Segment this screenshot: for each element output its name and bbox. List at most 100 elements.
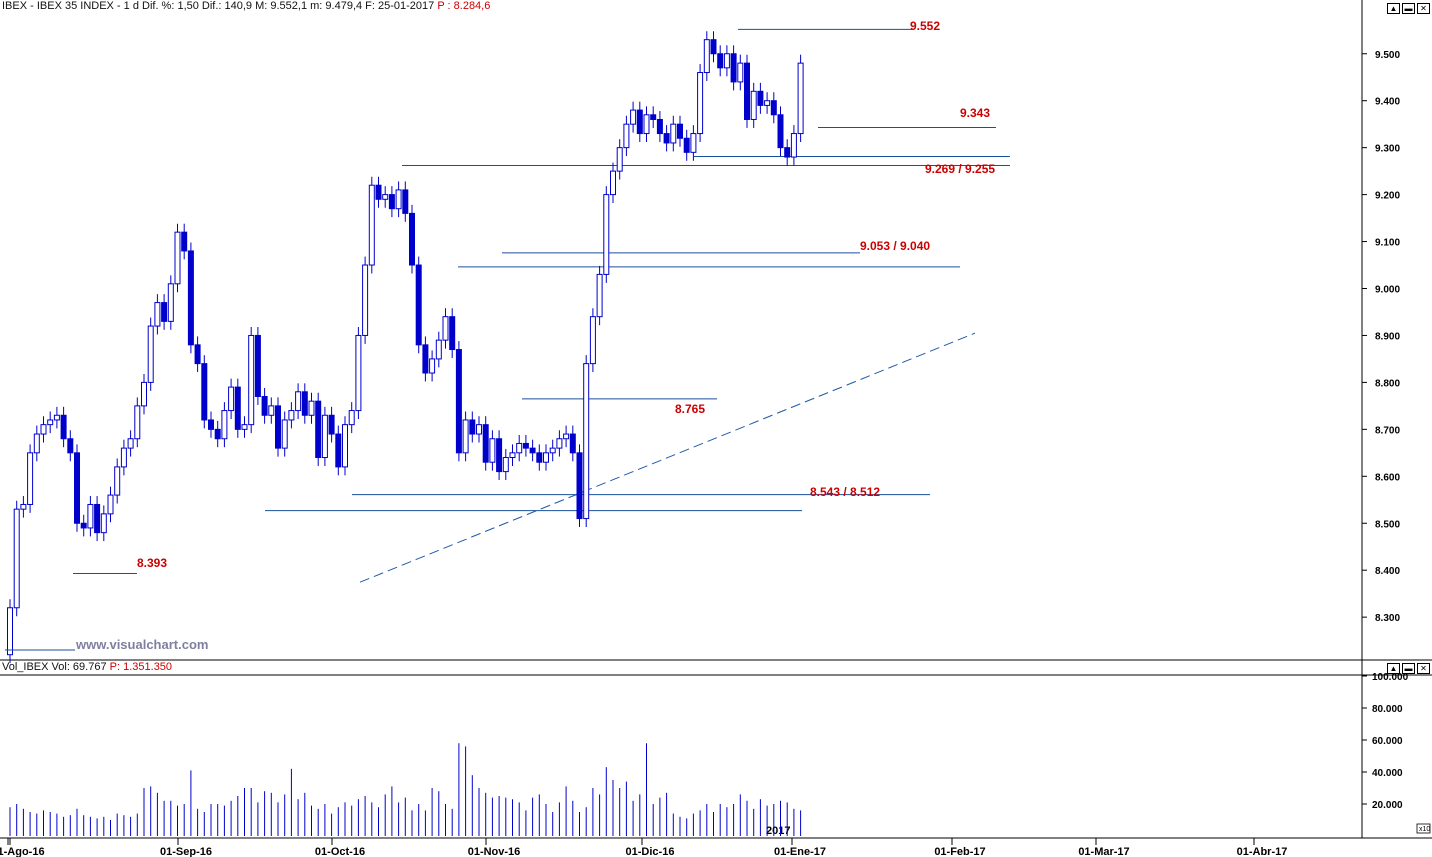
candle-body — [328, 414, 335, 435]
candle-body — [603, 194, 610, 275]
candle-body — [27, 452, 34, 505]
candle-body — [462, 419, 469, 454]
x-tick-label: 01-Feb-17 — [934, 846, 985, 857]
volume-chart-price: P: 1.351.350 — [109, 661, 173, 673]
candle-body — [790, 133, 797, 158]
candle-body — [589, 316, 596, 365]
candle-body — [784, 147, 791, 158]
candle-body — [556, 438, 563, 449]
candle-body — [469, 419, 476, 435]
candle-body — [730, 53, 737, 83]
candle-body — [630, 109, 637, 125]
candle-body — [194, 344, 201, 365]
candle-body — [161, 302, 168, 322]
candle-body — [690, 133, 697, 153]
main-chart-label: IBEX - IBEX 35 INDEX - 1 d Dif. %: 1,50 … — [2, 0, 435, 12]
candle-body — [100, 513, 107, 534]
panel-close-button[interactable]: ✕ — [1417, 3, 1430, 14]
candle-body — [449, 316, 456, 351]
volume-up-button[interactable]: ▲ — [1387, 663, 1400, 674]
candle-body — [529, 447, 536, 454]
candle-body — [167, 283, 174, 322]
candle-body — [201, 363, 208, 421]
candle-body — [20, 503, 27, 510]
trend-line — [359, 332, 976, 583]
price-tick-label: 8.600 — [1375, 472, 1400, 483]
candle-body — [221, 410, 228, 440]
candle-body — [402, 189, 409, 214]
level-label: 9.053 / 9.040 — [860, 239, 930, 253]
candle-body — [583, 363, 590, 520]
candle-body — [596, 273, 603, 318]
level-label: 8.393 — [137, 556, 167, 570]
candle-body — [362, 264, 369, 336]
candle-body — [181, 231, 188, 252]
panel-up-button[interactable]: ▲ — [1387, 3, 1400, 14]
candle-body — [13, 508, 20, 609]
volume-minimize-button[interactable]: ▬ — [1402, 663, 1415, 674]
volume-tick-label: 100.000 — [1372, 672, 1409, 683]
candle-body — [254, 334, 261, 397]
candle-body — [174, 231, 181, 285]
candle-body — [234, 386, 241, 430]
x-tick-label: 01-Ene-17 — [774, 846, 826, 857]
candle-body — [489, 438, 496, 463]
candle-body — [516, 442, 523, 454]
candle-body — [476, 424, 482, 435]
level-label: 9.552 — [910, 19, 940, 33]
candle-body — [663, 133, 670, 144]
candle-body — [636, 109, 643, 135]
candle-body — [723, 53, 730, 69]
candle-body — [569, 433, 576, 454]
main-chart-price: P : 8.284,6 — [437, 0, 491, 12]
candle-body — [643, 114, 650, 135]
candle-body — [214, 428, 221, 440]
candle-body — [777, 114, 784, 149]
candle-body — [301, 391, 308, 416]
candle-body — [368, 184, 375, 266]
candle-body — [321, 414, 328, 459]
candle-body — [677, 123, 683, 139]
candle-body — [388, 194, 395, 210]
candle-body — [543, 452, 549, 463]
candle-body — [757, 90, 764, 106]
volume-close-button[interactable]: ✕ — [1417, 663, 1430, 674]
candle-body — [455, 349, 462, 454]
price-tick-label: 9.500 — [1375, 50, 1400, 61]
candle-body — [442, 316, 449, 341]
volume-chart-header: Vol_IBEX Vol: 69.767 P: 1.351.350 — [2, 661, 172, 673]
candle-body — [683, 137, 690, 153]
candle-body — [288, 410, 295, 421]
candle-body — [703, 39, 710, 74]
x-tick-label: 01-Ago-16 — [0, 846, 45, 857]
level-label: 9.269 / 9.255 — [925, 162, 995, 176]
volume-tick-label: 20.000 — [1372, 800, 1403, 811]
price-tick-label: 9.400 — [1375, 97, 1400, 108]
candle-body — [53, 414, 60, 421]
price-tick-label: 8.800 — [1375, 378, 1400, 389]
candle-body — [147, 325, 154, 383]
candle-body — [744, 62, 750, 120]
level-label: 8.765 — [675, 402, 705, 416]
candle-body — [650, 114, 657, 120]
candle-body — [764, 100, 771, 106]
panel-minimize-button[interactable]: ▬ — [1402, 3, 1415, 14]
volume-tick-label: 40.000 — [1372, 768, 1403, 779]
x-tick-label: 01-Abr-17 — [1237, 846, 1288, 857]
x-tick-label: 01-Dic-16 — [626, 846, 675, 857]
candle-body — [248, 334, 255, 426]
candle-body — [127, 438, 134, 449]
candle-body — [281, 419, 288, 449]
candle-body — [409, 212, 415, 266]
volume-tick-label: 60.000 — [1372, 736, 1403, 747]
candle-body — [576, 452, 583, 520]
candle-body — [616, 147, 623, 172]
candle-body — [134, 405, 141, 440]
candle-body — [33, 433, 40, 454]
candle-body — [154, 302, 161, 327]
candle-body — [268, 405, 275, 416]
candle-body — [308, 400, 315, 416]
price-tick-label: 8.300 — [1375, 613, 1400, 624]
candle-body — [623, 123, 630, 149]
